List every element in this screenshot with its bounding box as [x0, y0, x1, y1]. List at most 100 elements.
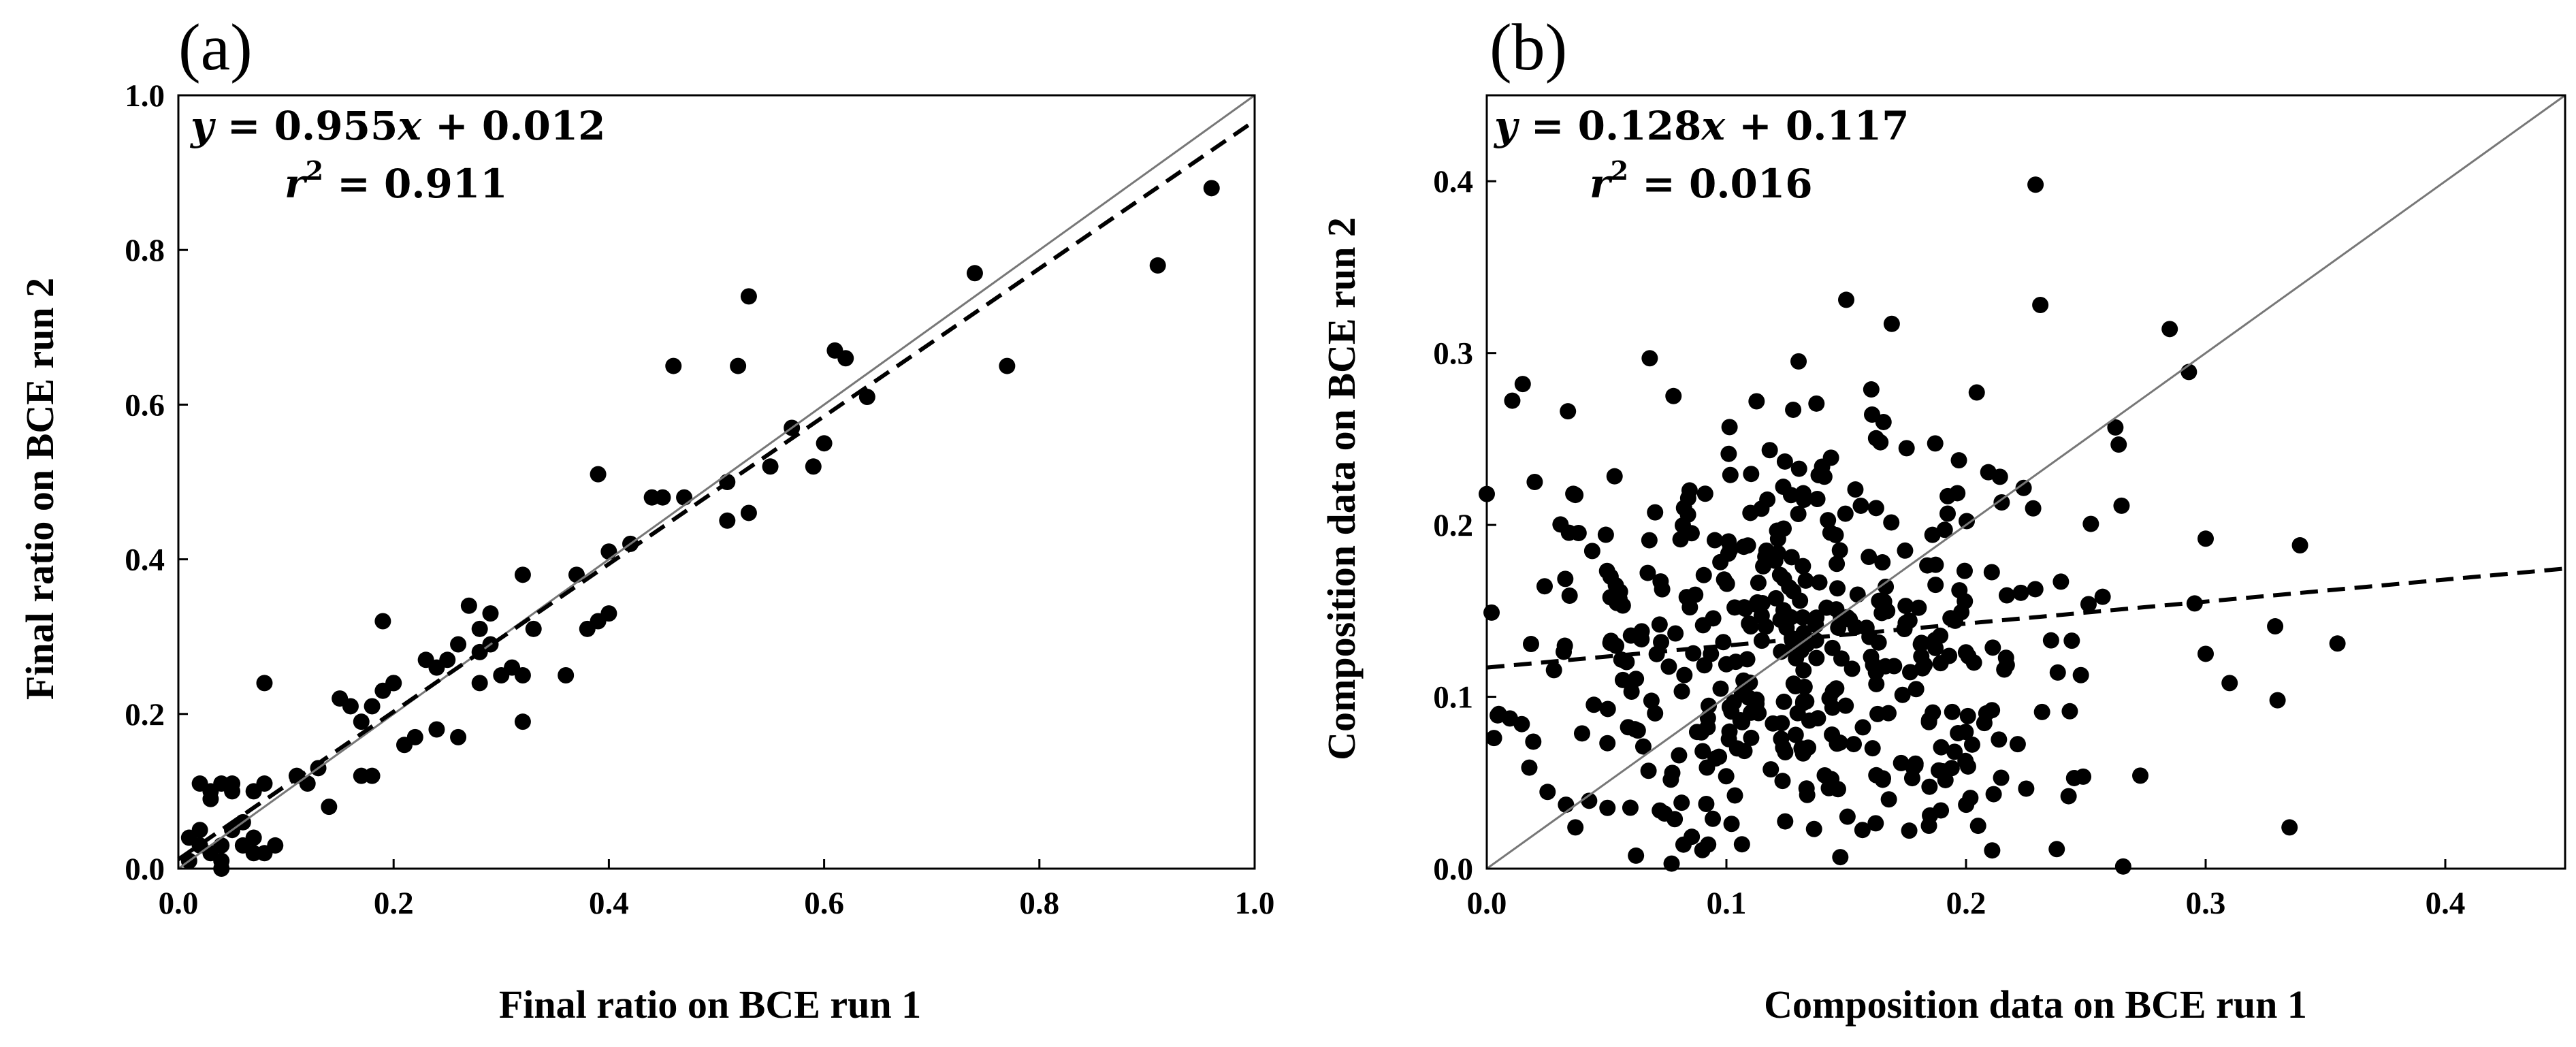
panel-b-data-point [1833, 650, 1850, 667]
panel-a-r2: r2 = 0.911 [285, 155, 508, 207]
panel-b-data-point [1844, 660, 1861, 677]
panel-a-data-point [600, 605, 617, 622]
panel-b-data-point [2107, 419, 2124, 436]
panel-b-data-point [1504, 392, 1521, 409]
panel-b-data-point [1776, 453, 1793, 470]
panel-b-data-point [1758, 542, 1775, 559]
panel-b-data-point [1809, 491, 1826, 508]
panel-b-data-point [1829, 735, 1846, 752]
panel-b-data-point [1640, 762, 1657, 779]
panel-a-data-point [676, 489, 693, 506]
panel-b-data-point [1837, 505, 1854, 522]
panel-b-data-point [1660, 658, 1677, 675]
panel-b-data-point [1902, 664, 1919, 681]
panel-b-data-point [1675, 500, 1692, 517]
panel-b-data-point [1794, 558, 1812, 575]
panel-b-data-point [1525, 733, 1542, 750]
panel-b-data-point [1984, 842, 2001, 859]
panel-b-data-point [1907, 755, 1924, 772]
panel-b-data-point [1567, 487, 1584, 504]
panel-b-eq-x: x [1700, 103, 1726, 149]
panel-b-data-point [1805, 820, 1822, 837]
panel-b-data-point [1958, 513, 1975, 530]
panel-b-data-point [1795, 662, 1812, 679]
panel-a-data-point [191, 822, 208, 839]
panel-b-data-point [1837, 697, 1854, 714]
panel-a-data-point [471, 675, 488, 692]
panel-b-data-point [1854, 719, 1871, 736]
panel-a-xtick-label: 0.0 [159, 886, 199, 921]
panel-b-data-point [1705, 810, 1722, 827]
panel-b-data-point [1695, 566, 1712, 583]
panel-b-data-point [1599, 799, 1616, 816]
panel-b-data-point [1838, 291, 1854, 308]
panel-b-data-point [1943, 760, 1960, 777]
panel-b-data-point [1743, 729, 1760, 746]
panel-b-r2-value: = 0.016 [1628, 161, 1813, 207]
panel-b-data-point [2065, 769, 2082, 786]
panel-b-data-point [1950, 452, 1967, 469]
panel-b-r2: r2 = 0.016 [1590, 155, 1813, 207]
panel-b-data-point [2049, 664, 2066, 681]
panel-b-data-point [1641, 532, 1658, 549]
panel-b-data-point [1832, 849, 1849, 866]
panel-a-xtick-label: 0.2 [374, 886, 414, 921]
panel-b-data-point [1777, 813, 1794, 830]
panel-b-data-point [1951, 582, 1968, 599]
panel-b-data-point [1867, 500, 1884, 517]
panel-b-data-point [2048, 841, 2065, 858]
panel-b-data-point [1485, 730, 1502, 747]
panel-b-data-point [1599, 735, 1616, 752]
panel-b-data-point [1739, 651, 1756, 668]
panel-a-data-point [428, 721, 445, 738]
panel-b-data-point [2114, 858, 2131, 875]
panel-b-data-point [1687, 586, 1704, 603]
panel-b-data-point [1698, 759, 1716, 776]
panel-b-data-point [1998, 587, 2015, 604]
panel-b-data-point [1700, 836, 1717, 853]
panel-b-fit-line [1486, 566, 2566, 670]
panel-b-r2-r: r [1590, 161, 1613, 207]
panel-b-data-point [2052, 573, 2070, 590]
panel-b-data-point [1628, 671, 1645, 688]
panel-a-ytick-label: 0.6 [125, 387, 165, 423]
panel-b-data-point [1722, 466, 1739, 483]
panel-b-data-point [1799, 786, 1816, 803]
panel-b-data-point [2291, 537, 2308, 554]
panel-b-data-point [1705, 610, 1722, 627]
panel-b-data-point [1924, 526, 1941, 543]
panel-a-data-point [525, 620, 542, 637]
panel-b-data-point [1762, 761, 1780, 778]
panel-a-data-point [450, 728, 467, 745]
panel-a-data-point [439, 651, 456, 669]
panel-b-data-point [2110, 436, 2127, 453]
panel-a-data-point [342, 698, 359, 715]
panel-b-data-point [1501, 710, 1518, 727]
panel-b-data-point [1654, 581, 1671, 598]
panel-b-xtick-label: 0.3 [2186, 886, 2226, 921]
panel-a-data-point [999, 357, 1016, 374]
panel-a-equation: y = 0.955x + 0.012 [189, 103, 606, 149]
panel-a-r2-exp: 2 [306, 155, 323, 186]
panel-b-data-point [1939, 505, 1956, 522]
panel-b-data-point [1787, 677, 1804, 694]
panel-a-label: (a) [178, 11, 253, 84]
panel-b-data-point [1920, 713, 1937, 730]
panel-b-data-point [1854, 822, 1871, 839]
panel-b-xtick-label: 0.0 [1467, 886, 1507, 921]
panel-b-data-point [1639, 564, 1656, 581]
panel-b-data-point [1897, 598, 1914, 615]
panel-b-data-point [1852, 497, 1869, 514]
panel-b-data-point [1561, 587, 1578, 604]
panel-b-y-axis-title: Composition data on BCE run 2 [1319, 217, 1364, 760]
panel-b-data-point [1927, 577, 1944, 594]
panel-b-data-point [1783, 549, 1800, 566]
panel-a-data-point [730, 357, 747, 374]
panel-b-data-point [1789, 705, 1806, 722]
panel-b-ticks: 0.0 0.1 0.2 0.3 0.4 0.0 0.1 0.2 0.3 0.4 [1433, 164, 2465, 921]
panel-b-data-point [1633, 623, 1650, 640]
panel-b-data-point [1816, 468, 1833, 485]
panel-b-data-point [1985, 786, 2002, 803]
panel-b-data-point [1980, 464, 1997, 481]
panel-b-data-point [1901, 822, 1918, 839]
